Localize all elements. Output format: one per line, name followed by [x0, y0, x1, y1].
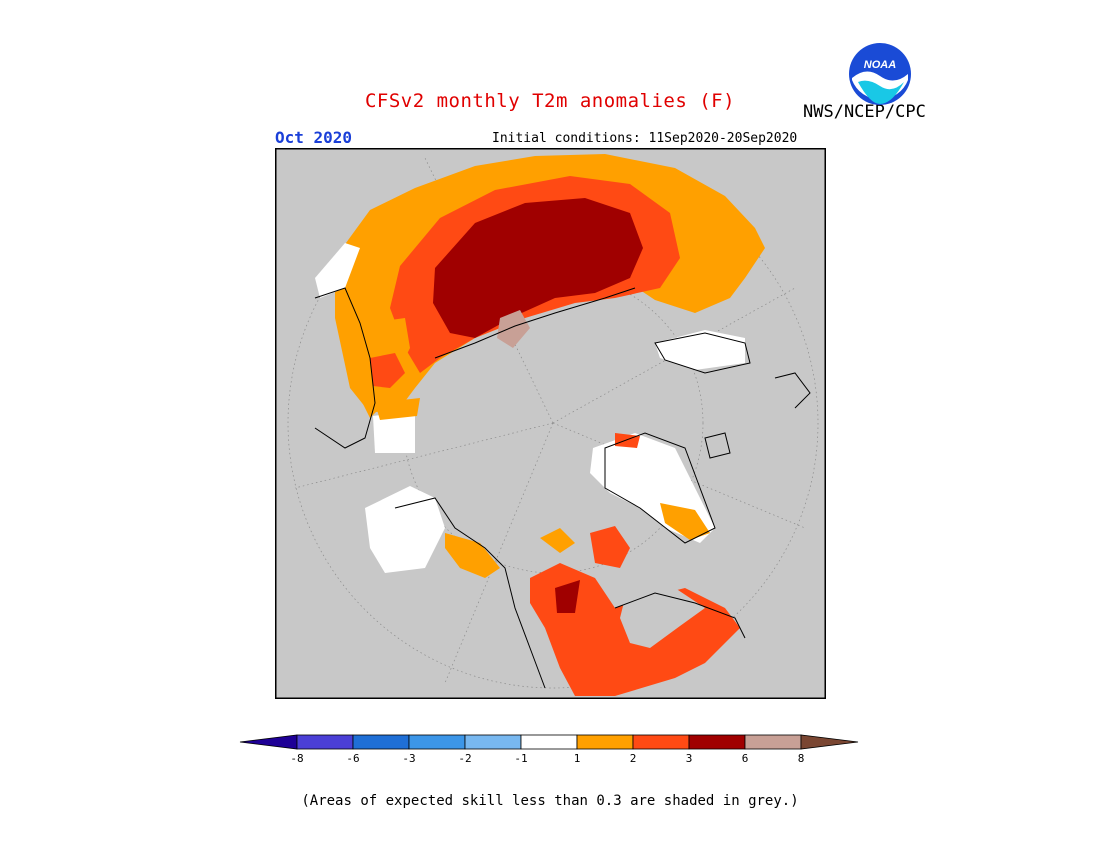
tick-label: 2 — [629, 752, 637, 765]
colorbar-swatch — [632, 734, 690, 750]
tick-label: -8 — [290, 752, 304, 765]
hudson-bay-grey — [620, 588, 705, 648]
eurasia-white-patch-2 — [655, 330, 745, 370]
anomaly-colorbar — [239, 734, 859, 750]
alaska-orange-patch — [445, 533, 500, 578]
colorbar-arrow-low — [239, 734, 298, 750]
eurasia-darkred-region — [433, 198, 643, 338]
greenland-orange-patch — [660, 503, 710, 540]
tick-label: -2 — [458, 752, 472, 765]
agency-label: NWS/NCEP/CPC — [803, 102, 926, 122]
noaa-logo-icon: NOAA — [849, 43, 911, 105]
colorbar-swatch — [296, 734, 354, 750]
chart-title: CFSv2 monthly T2m anomalies (F) — [364, 90, 736, 112]
colorbar-swatch — [464, 734, 522, 750]
eurasia-tan-region — [497, 310, 530, 348]
eurasia-white-patch-1 — [315, 243, 360, 298]
canada-darkred-patch — [555, 580, 580, 613]
alaska-white-region — [365, 486, 445, 573]
colorbar-swatch — [576, 734, 634, 750]
tick-label: 1 — [573, 752, 581, 765]
europe-orange-block — [375, 398, 420, 420]
map-frame — [275, 148, 826, 699]
skill-footnote: (Areas of expected skill less than 0.3 a… — [301, 793, 799, 809]
europe-red-strip — [370, 353, 405, 388]
tick-label: -6 — [346, 752, 360, 765]
polar-anomaly-map — [275, 148, 826, 699]
coastlines — [314, 287, 811, 689]
colorbar-arrow-high — [800, 734, 859, 750]
tick-label: 8 — [797, 752, 805, 765]
colorbar-swatch — [744, 734, 802, 750]
europe-white-block — [373, 410, 415, 453]
tick-label: 3 — [685, 752, 693, 765]
arctic-islands-red — [590, 526, 630, 568]
colorbar-swatch — [408, 734, 466, 750]
colorbar-swatch — [520, 734, 578, 750]
arctic-islands-orange — [540, 528, 575, 553]
initial-conditions-label: Initial conditions: 11Sep2020-20Sep2020 — [492, 131, 798, 146]
svg-text:NOAA: NOAA — [864, 59, 896, 71]
tick-label: 6 — [741, 752, 749, 765]
colorbar-swatch — [352, 734, 410, 750]
tick-label: -3 — [402, 752, 416, 765]
forecast-month: Oct 2020 — [275, 128, 353, 147]
tick-label: -1 — [514, 752, 528, 765]
colorbar-swatch — [688, 734, 746, 750]
